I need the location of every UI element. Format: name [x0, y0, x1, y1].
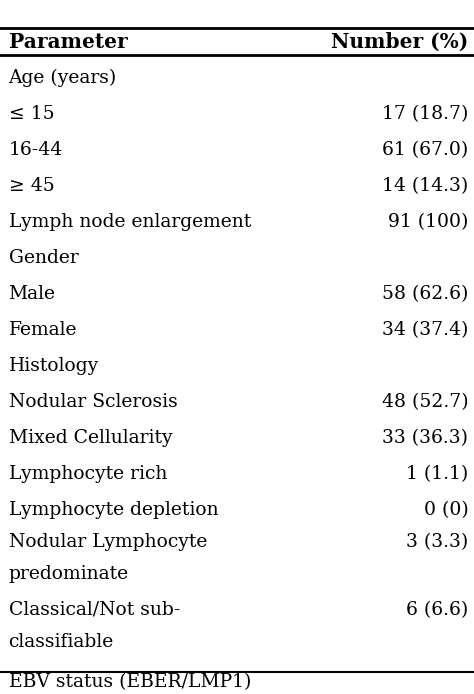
Text: Age (years): Age (years)	[9, 69, 117, 87]
Text: Nodular Sclerosis: Nodular Sclerosis	[9, 393, 177, 411]
Text: classifiable: classifiable	[9, 633, 114, 651]
Text: 34 (37.4): 34 (37.4)	[382, 321, 468, 339]
Text: 14 (14.3): 14 (14.3)	[382, 177, 468, 195]
Text: 58 (62.6): 58 (62.6)	[382, 285, 468, 303]
Text: ≤ 15: ≤ 15	[9, 105, 54, 123]
Text: Classical/Not sub-: Classical/Not sub-	[9, 601, 180, 618]
Text: 16-44: 16-44	[9, 141, 63, 159]
Text: Gender: Gender	[9, 249, 78, 267]
Text: Lymph node enlargement: Lymph node enlargement	[9, 213, 251, 231]
Text: Lymphocyte rich: Lymphocyte rich	[9, 465, 167, 483]
Text: 17 (18.7): 17 (18.7)	[382, 105, 468, 123]
Text: 48 (52.7): 48 (52.7)	[382, 393, 468, 411]
Text: 6 (6.6): 6 (6.6)	[406, 601, 468, 618]
Text: ≥ 45: ≥ 45	[9, 177, 55, 195]
Text: Number (%): Number (%)	[331, 31, 468, 51]
Text: Mixed Cellularity: Mixed Cellularity	[9, 429, 172, 447]
Text: Female: Female	[9, 321, 77, 339]
Text: Lymphocyte depletion: Lymphocyte depletion	[9, 501, 218, 519]
Text: 1 (1.1): 1 (1.1)	[406, 465, 468, 483]
Text: EBV status (EBER/LMP1): EBV status (EBER/LMP1)	[9, 673, 251, 691]
Text: Histology: Histology	[9, 357, 99, 375]
Text: 33 (36.3): 33 (36.3)	[383, 429, 468, 447]
Text: Nodular Lymphocyte: Nodular Lymphocyte	[9, 533, 207, 550]
Text: 91 (100): 91 (100)	[388, 213, 468, 231]
Text: 61 (67.0): 61 (67.0)	[382, 141, 468, 159]
Text: Male: Male	[9, 285, 55, 303]
Text: predominate: predominate	[9, 565, 128, 583]
Text: 3 (3.3): 3 (3.3)	[406, 533, 468, 550]
Text: 0 (0): 0 (0)	[424, 501, 468, 519]
Text: Parameter: Parameter	[9, 31, 127, 51]
